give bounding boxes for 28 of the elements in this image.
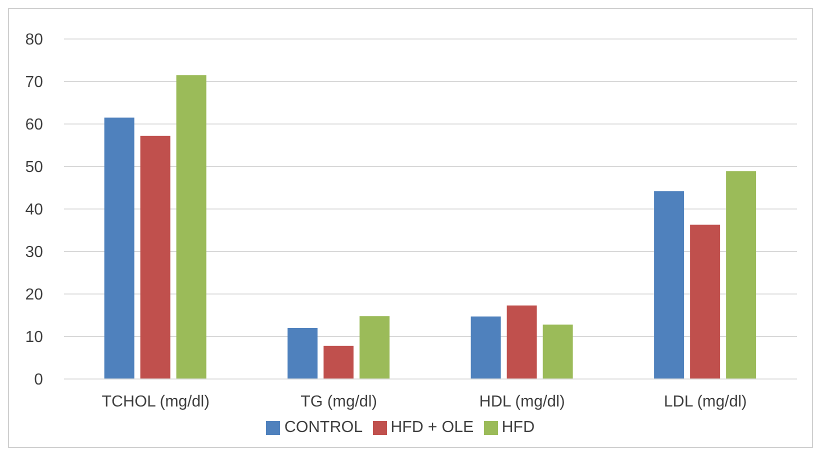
x-tick-label: TCHOL (mg/dl)	[102, 393, 210, 410]
bar	[690, 224, 720, 379]
x-tick-label: LDL (mg/dl)	[664, 393, 747, 410]
y-tick-label: 0	[34, 372, 44, 389]
bar	[324, 346, 354, 379]
y-tick-label: 20	[25, 286, 44, 304]
y-tick-label: 60	[25, 116, 44, 134]
bar	[104, 118, 134, 379]
bar	[470, 316, 501, 379]
legend-label: CONTROL	[284, 419, 363, 436]
bar	[726, 171, 756, 379]
bar	[542, 324, 573, 379]
y-tick-label: 40	[25, 202, 44, 219]
x-tick-label: HDL (mg/dl)	[479, 393, 565, 410]
x-tick-label: TG (mg/dl)	[300, 393, 378, 410]
legend-label: HFD + OLE	[390, 419, 474, 436]
bar	[506, 305, 537, 379]
bar	[288, 328, 318, 379]
bar	[176, 75, 206, 379]
y-tick-label: 30	[25, 244, 44, 262]
y-tick-label: 10	[25, 329, 44, 346]
bar	[654, 191, 684, 379]
bar	[140, 136, 170, 379]
bar	[360, 316, 390, 379]
y-tick-label: 80	[25, 32, 44, 49]
y-tick-label: 50	[25, 159, 44, 176]
legend-label: HFD	[502, 419, 535, 436]
y-tick-label: 70	[25, 74, 44, 92]
